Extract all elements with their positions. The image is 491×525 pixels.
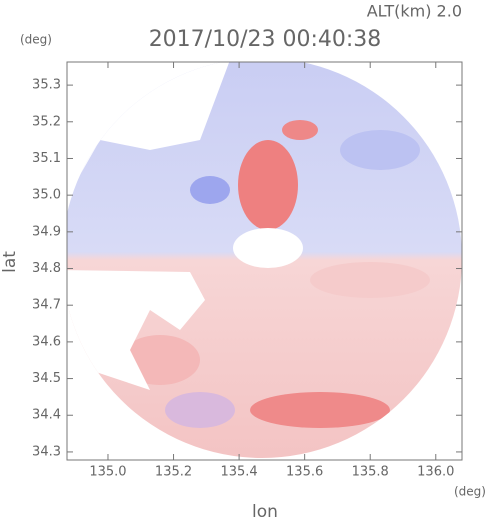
y-tick-label: 34.8 [32, 261, 61, 276]
x-tick-label: 135.6 [286, 465, 323, 480]
x-unit: (deg) [454, 485, 486, 499]
y-tick-label: 34.9 [32, 224, 61, 239]
y-tick-label: 34.7 [32, 298, 61, 313]
radar-field [67, 62, 462, 458]
x-tick-label: 136.0 [417, 465, 454, 480]
y-tick-label: 35.1 [32, 151, 61, 166]
y-unit: (deg) [20, 33, 52, 47]
x-axis-label: lon [252, 502, 278, 521]
y-tick-label: 35.0 [32, 188, 61, 203]
x-tick-label: 135.0 [89, 465, 126, 480]
y-tick-label: 35.2 [32, 114, 61, 129]
plot-frame [66, 61, 463, 461]
x-tick-label: 135.4 [220, 465, 257, 480]
y-tick-label: 34.3 [32, 444, 61, 459]
altitude-label: ALT(km) 2.0 [367, 2, 462, 21]
chart-title: 2017/10/23 00:40:38 [149, 27, 382, 52]
x-tick-label: 135.2 [155, 465, 192, 480]
x-tick-label: 135.8 [352, 465, 389, 480]
y-axis-label: lat [0, 251, 20, 273]
y-tick-label: 35.3 [32, 78, 61, 93]
y-tick-label: 34.4 [32, 408, 61, 423]
y-tick-label: 34.6 [32, 334, 61, 349]
y-tick-label: 34.5 [32, 371, 61, 386]
